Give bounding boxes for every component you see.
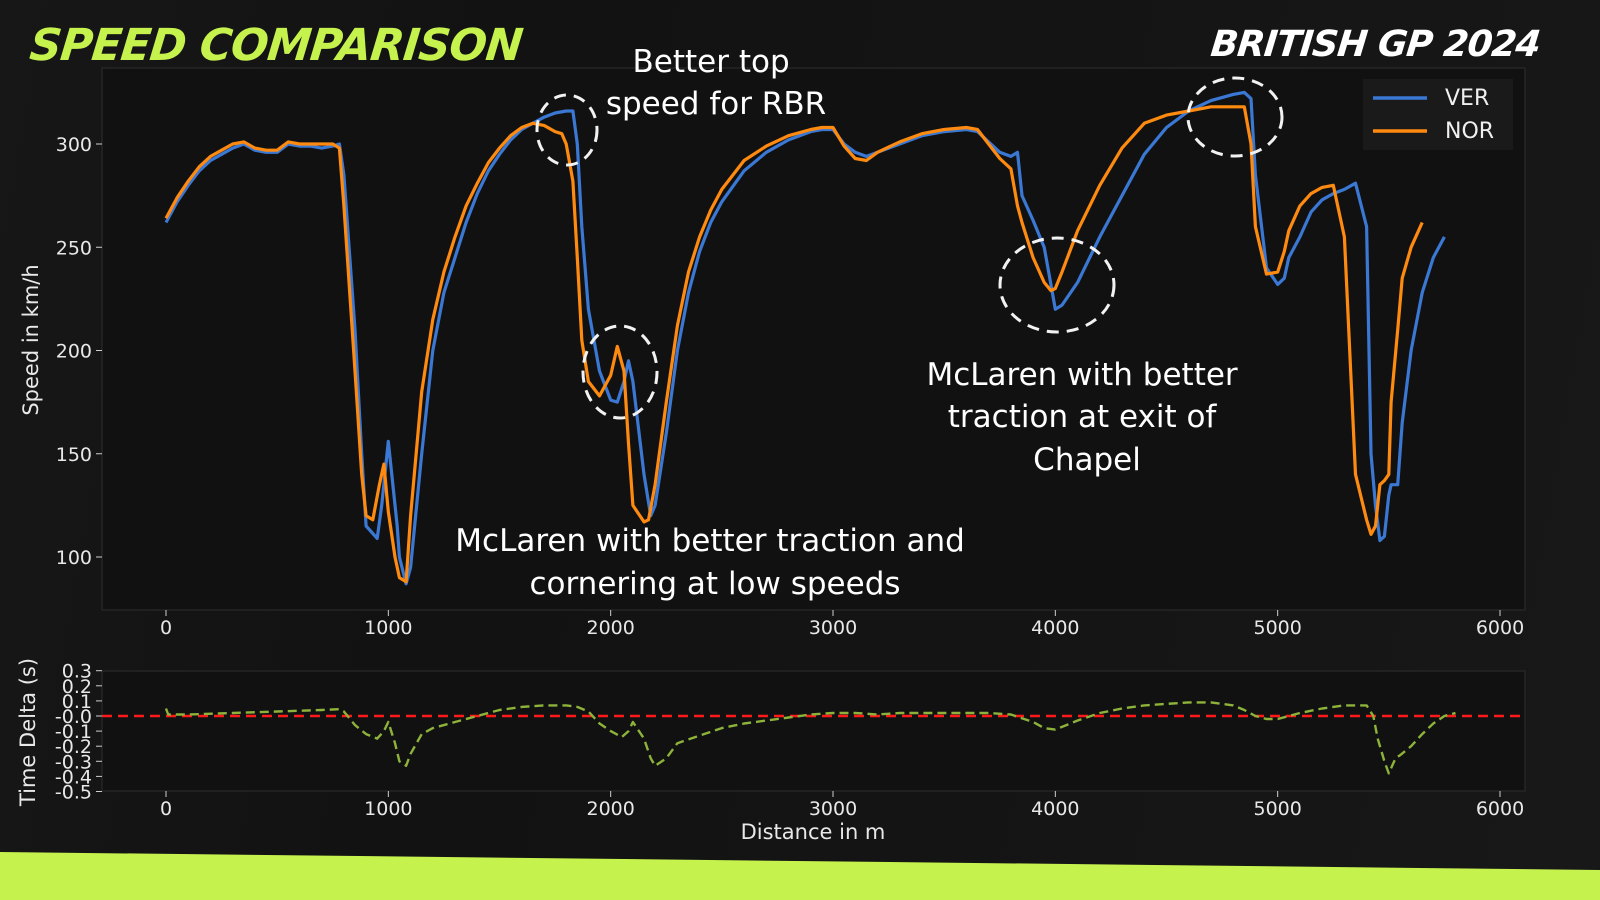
x-tick-label: 3000 xyxy=(809,798,857,820)
x-tick-label: 5000 xyxy=(1253,617,1301,639)
delta-series xyxy=(164,701,1456,775)
y-tick-label: -0.5 xyxy=(55,782,92,804)
x-tick-label: 2000 xyxy=(586,617,634,639)
y-tick-label: 100 xyxy=(56,547,92,569)
x-tick-label: 5000 xyxy=(1253,798,1301,820)
y-tick-label: -0.1 xyxy=(55,721,92,743)
y-tick-label: 300 xyxy=(56,134,92,156)
x-tick-label: 6000 xyxy=(1476,798,1524,820)
x-tick-label: 4000 xyxy=(1031,798,1079,820)
delta-plot-frame xyxy=(101,670,1526,792)
legend-nor-label: NOR xyxy=(1445,119,1494,144)
legend-box xyxy=(1363,79,1513,150)
delta-x-axis: 0 1000 2000 3000 4000 5000 6000 xyxy=(160,791,1524,820)
y-tick-label: 0.3 xyxy=(62,661,92,683)
x-tick-label: 4000 xyxy=(1031,617,1079,639)
speed-y-axis-label: Speed in km/h xyxy=(19,264,43,415)
y-tick-label: 0.2 xyxy=(62,676,92,698)
highlight-circle-chapel xyxy=(998,236,1116,334)
y-tick-label: 150 xyxy=(56,444,92,466)
highlight-circle-low-speed xyxy=(581,324,659,420)
highlight-circle-top-speed-2 xyxy=(1186,76,1284,158)
y-tick-label: -0.3 xyxy=(55,751,92,773)
y-tick-label: 0.1 xyxy=(62,691,92,713)
legend-ver-label: VER xyxy=(1445,86,1489,111)
annotation-chapel: McLaren with better traction at exit of … xyxy=(926,357,1247,478)
x-tick-label: 6000 xyxy=(1476,617,1524,639)
x-tick-label: 0 xyxy=(160,617,172,639)
highlight-circle-top-speed-1 xyxy=(535,93,599,167)
annotation-low-speed: McLaren with better traction and corneri… xyxy=(455,523,974,602)
y-tick-label: -0.0 xyxy=(55,706,92,728)
delta-y-axis-label: Time Delta (s) xyxy=(16,658,40,807)
y-tick-label: 250 xyxy=(56,237,92,259)
y-tick-label: -0.4 xyxy=(55,766,92,788)
x-tick-label: 1000 xyxy=(364,617,412,639)
series-nor xyxy=(164,105,1424,584)
x-tick-label: 0 xyxy=(160,798,172,820)
x-tick-label: 1000 xyxy=(364,798,412,820)
y-tick-label: -0.2 xyxy=(55,736,92,758)
delta-y-axis: 0.30.20.1-0.0-0.1-0.2-0.3-0.4-0.5 xyxy=(55,661,102,804)
legend: VER NOR xyxy=(1363,79,1513,150)
highlight-circles xyxy=(535,76,1284,420)
speed-series xyxy=(164,90,1446,586)
speed-x-axis: 0 1000 2000 3000 4000 5000 6000 xyxy=(160,610,1524,639)
series-delta xyxy=(164,701,1456,775)
x-tick-label: 2000 xyxy=(586,798,634,820)
x-tick-label: 3000 xyxy=(809,617,857,639)
delta-x-axis-label: Distance in m xyxy=(741,820,886,844)
annotation-top-speed: Better top speed for RBR xyxy=(606,44,826,122)
y-tick-label: 200 xyxy=(56,341,92,363)
speed-y-axis: 300 250 200 150 100 xyxy=(56,134,102,569)
